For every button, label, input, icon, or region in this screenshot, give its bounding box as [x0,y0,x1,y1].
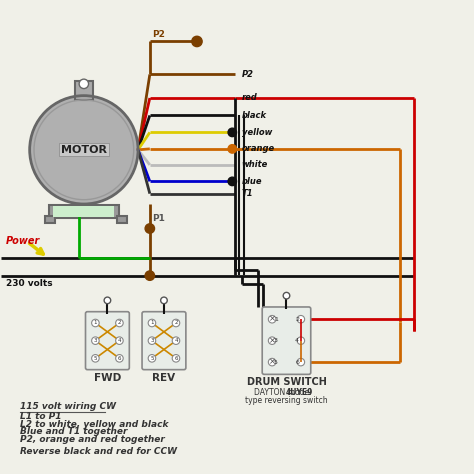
Text: 4UYE9: 4UYE9 [286,388,313,397]
Bar [49,205,119,218]
Text: ×: × [269,315,275,324]
Text: 3: 3 [274,338,278,343]
Circle shape [172,337,180,345]
Text: 5: 5 [150,356,154,361]
Bar [45,216,55,223]
Circle shape [30,96,138,204]
Text: 5: 5 [94,356,97,361]
Circle shape [116,337,123,345]
Circle shape [148,337,156,345]
Text: 5: 5 [274,360,278,365]
Text: Reverse black and red for CCW: Reverse black and red for CCW [20,447,177,456]
Circle shape [297,358,305,366]
Text: P2, orange and red together: P2, orange and red together [20,435,165,444]
Text: REV: REV [153,374,175,383]
Bar [54,206,114,217]
Text: white: white [242,160,268,169]
Text: red: red [242,93,257,102]
Circle shape [268,358,276,366]
Text: 4: 4 [295,338,299,343]
Text: 1: 1 [274,317,278,322]
Circle shape [268,337,276,345]
Text: 6: 6 [174,356,178,361]
Text: 4: 4 [174,338,178,343]
Text: 2: 2 [118,320,121,326]
FancyBboxPatch shape [142,312,186,370]
Text: MOTOR: MOTOR [61,145,107,155]
Circle shape [116,319,123,327]
Text: ×: × [269,357,275,366]
Text: L2 to white, yellow and black: L2 to white, yellow and black [20,420,169,429]
Text: 6: 6 [118,356,121,361]
Text: 1: 1 [150,320,154,326]
Circle shape [297,337,305,345]
Text: P1: P1 [152,213,165,222]
Text: 230 volts: 230 volts [6,279,53,288]
Text: 3: 3 [94,338,97,343]
Circle shape [268,316,276,323]
Circle shape [104,297,111,304]
Circle shape [91,319,99,327]
Text: ×: × [269,336,275,345]
Circle shape [172,319,180,327]
Circle shape [145,224,155,233]
Text: type reversing switch: type reversing switch [245,396,328,405]
Text: orange: orange [242,145,275,154]
Circle shape [283,292,290,299]
Circle shape [145,271,155,280]
Circle shape [161,297,167,304]
Text: DAYTON model: DAYTON model [254,388,314,397]
Text: P2: P2 [152,30,165,39]
FancyBboxPatch shape [85,312,129,370]
Circle shape [192,36,202,46]
Text: Power: Power [6,236,40,246]
FancyBboxPatch shape [262,307,311,374]
Text: 6: 6 [295,360,299,365]
Circle shape [228,145,237,153]
Text: P2: P2 [242,70,254,79]
Text: 2: 2 [295,317,299,322]
Circle shape [297,316,305,323]
Text: 115 volt wiring CW: 115 volt wiring CW [20,402,116,411]
Circle shape [91,355,99,362]
Text: Blue and T1 together: Blue and T1 together [20,428,128,437]
Text: 4: 4 [118,338,121,343]
Circle shape [148,319,156,327]
Circle shape [91,337,99,345]
Text: DRUM SWITCH: DRUM SWITCH [246,377,327,387]
Circle shape [79,79,89,89]
Circle shape [172,355,180,362]
Text: L1 to P1: L1 to P1 [20,412,62,421]
Circle shape [116,355,123,362]
Text: 2: 2 [174,320,178,326]
Text: black: black [242,111,267,120]
Text: yellow: yellow [242,128,272,137]
Bar [75,82,93,100]
Circle shape [228,177,237,186]
Text: 1: 1 [94,320,97,326]
Text: 3: 3 [150,338,154,343]
Text: FWD: FWD [94,374,121,383]
Text: blue: blue [242,177,262,186]
Circle shape [148,355,156,362]
Bar [117,216,127,223]
Text: T1: T1 [242,189,253,198]
Circle shape [228,128,237,137]
